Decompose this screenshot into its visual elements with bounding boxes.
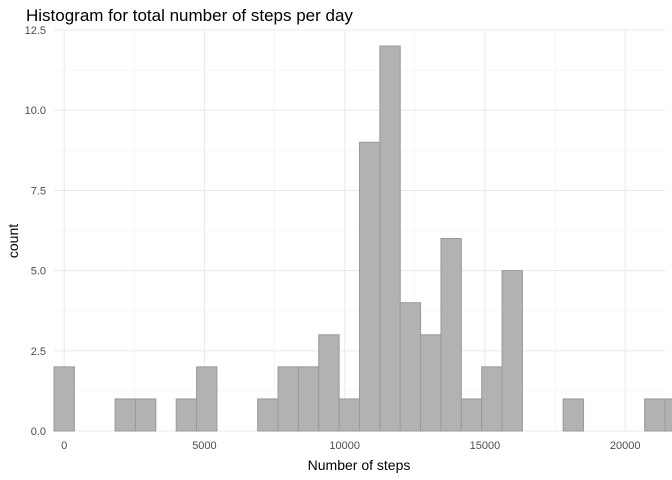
chart-title: Histogram for total number of steps per …: [26, 6, 353, 25]
y-tick-label: 5.0: [31, 266, 46, 278]
histogram-bar: [134, 398, 157, 432]
histogram-bar: [460, 398, 483, 432]
histogram-bar: [399, 302, 422, 432]
y-tick-label: 2.5: [31, 346, 46, 358]
histogram-bar: [420, 334, 442, 432]
y-tick-label: 10.0: [25, 105, 46, 117]
y-tick-label: 0.0: [31, 426, 46, 438]
histogram-bar: [562, 398, 585, 432]
bars: [53, 45, 672, 432]
histogram-bar: [481, 366, 503, 432]
y-tick-label: 7.5: [31, 185, 46, 197]
y-tick-labels: 0.0 2.5 5.0 7.5 10.0 12.5: [25, 25, 46, 438]
y-tick-label: 12.5: [25, 25, 46, 37]
histogram-bar: [664, 398, 672, 432]
histogram-bar: [297, 366, 320, 432]
x-tick-label: 5000: [192, 440, 216, 452]
histogram-bar: [359, 141, 381, 432]
x-axis-title: Number of steps: [308, 457, 411, 473]
y-axis-title: count: [5, 224, 21, 258]
histogram-bar: [257, 398, 279, 432]
x-tick-label: 10000: [329, 440, 360, 452]
histogram-bar: [440, 238, 462, 432]
histogram-bar: [53, 366, 75, 432]
histogram-bar: [318, 334, 340, 432]
x-tick-label: 20000: [610, 440, 641, 452]
histogram-bar: [379, 45, 401, 432]
histogram-bar: [644, 398, 666, 432]
histogram-bar: [338, 398, 361, 432]
x-tick-labels: 0 5000 10000 15000 20000: [61, 440, 640, 452]
histogram-bar: [277, 366, 299, 432]
x-tick-label: 0: [61, 440, 67, 452]
histogram-bar: [501, 270, 523, 432]
histogram-bar: [114, 398, 136, 432]
histogram-bar: [175, 398, 198, 432]
histogram-bar: [196, 366, 218, 432]
x-tick-label: 15000: [470, 440, 501, 452]
